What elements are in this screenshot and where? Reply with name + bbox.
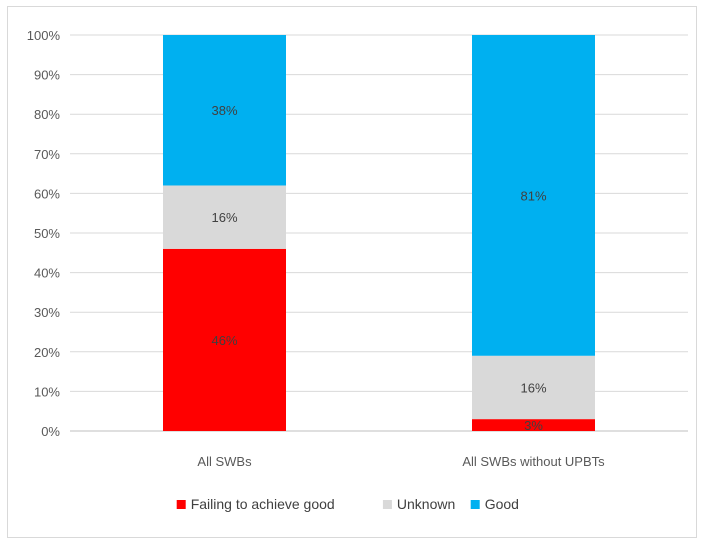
bar-segment-unknown — [163, 185, 286, 249]
y-tick-label: 40% — [34, 266, 60, 281]
bar-segment-failing-to-achieve-good — [472, 419, 595, 431]
data-label: 16% — [520, 380, 546, 395]
y-tick-label: 50% — [34, 226, 60, 241]
data-label: 3% — [524, 418, 543, 433]
legend-label: Good — [485, 496, 519, 512]
bar-segment-failing-to-achieve-good — [163, 248, 286, 431]
y-tick-label: 0% — [41, 424, 60, 439]
y-tick-label: 10% — [34, 384, 60, 399]
y-tick-label: 20% — [34, 345, 60, 360]
data-label: 81% — [520, 188, 546, 203]
y-tick-label: 80% — [34, 107, 60, 122]
data-label: 46% — [211, 333, 237, 348]
data-label: 38% — [211, 103, 237, 118]
bar-segment-unknown — [472, 355, 595, 420]
legend-label: Unknown — [397, 496, 455, 512]
legend-label: Failing to achieve good — [191, 496, 335, 512]
x-category-label: All SWBs without UPBTs — [462, 454, 605, 469]
data-label: 16% — [211, 210, 237, 225]
y-tick-label: 30% — [34, 305, 60, 320]
legend-swatch — [176, 500, 186, 509]
bar-segment-good — [163, 35, 286, 186]
legend-swatch — [470, 500, 480, 509]
y-tick-label: 90% — [34, 68, 60, 83]
y-tick-label: 100% — [27, 28, 61, 43]
bar-segment-good — [472, 35, 595, 356]
y-tick-label: 60% — [34, 186, 60, 201]
y-tick-label: 70% — [34, 147, 60, 162]
x-category-label: All SWBs — [197, 454, 252, 469]
legend-swatch — [382, 500, 392, 509]
